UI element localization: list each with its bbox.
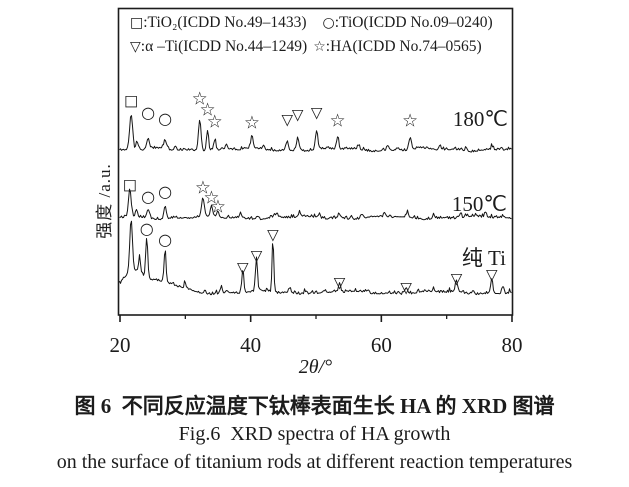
triangle-icon: ▽ bbox=[311, 103, 323, 121]
square-icon: □ bbox=[123, 175, 137, 193]
star-icon: ☆ bbox=[192, 88, 208, 109]
y-axis-label: 强度 /a.u. bbox=[95, 163, 114, 239]
star-icon: ☆ bbox=[203, 187, 219, 208]
circle-icon: ○ bbox=[141, 187, 155, 206]
triangle-icon: ▽ bbox=[400, 278, 412, 296]
star-icon: ☆ bbox=[402, 110, 418, 131]
circle-icon: ○ bbox=[158, 182, 172, 201]
legend-entry-tio2: □:TiO₂(ICDD No.49–1433) bbox=[130, 11, 307, 35]
legend-label-alpha-ti: :α –Ti(ICDD No.44–1249) bbox=[140, 38, 308, 55]
circle-icon: ○ bbox=[141, 103, 155, 122]
circle-icon: ○ bbox=[140, 219, 154, 238]
chart-legend: □:TiO₂(ICDD No.49–1433) ○:TiO(ICDD No.09… bbox=[130, 11, 493, 59]
x-tick-label: 80 bbox=[502, 333, 523, 357]
star-icon: ☆ bbox=[313, 39, 326, 55]
caption-en-line1: Fig.6 XRD spectra of HA growth bbox=[178, 423, 451, 445]
circle-icon: ○ bbox=[158, 230, 172, 249]
legend-label-ha: :HA(ICDD No.74–0565) bbox=[325, 38, 482, 55]
triangle-icon: ▽ bbox=[451, 269, 463, 287]
star-icon: ☆ bbox=[329, 110, 345, 131]
trace-label-pure-ti: 纯 Ti bbox=[462, 246, 506, 270]
triangle-icon: ▽ bbox=[237, 258, 249, 276]
square-icon: □ bbox=[124, 91, 138, 109]
triangle-icon: ▽ bbox=[251, 246, 263, 264]
legend-entry-ha: ☆:HA(ICDD No.74–0565) bbox=[313, 35, 481, 59]
circle-icon: ○ bbox=[322, 15, 335, 31]
trace-180c bbox=[119, 115, 512, 153]
triangle-icon: ▽ bbox=[292, 105, 304, 123]
x-tick-label: 40 bbox=[240, 333, 261, 357]
star-icon: ☆ bbox=[244, 112, 260, 133]
x-tick-label: 20 bbox=[110, 333, 131, 357]
triangle-icon: ▽ bbox=[334, 273, 346, 291]
legend-entry-alpha-ti: ▽:α –Ti(ICDD No.44–1249) bbox=[130, 35, 307, 59]
square-icon: □ bbox=[130, 15, 144, 31]
legend-label-tio: :TiO(ICDD No.09–0240) bbox=[334, 14, 493, 31]
triangle-icon: ▽ bbox=[486, 265, 498, 283]
trace-label-180c: 180℃ bbox=[453, 107, 508, 131]
triangle-icon: ▽ bbox=[267, 225, 279, 243]
x-axis-label: 2θ/° bbox=[298, 356, 333, 378]
trace-pure-ti bbox=[119, 220, 512, 296]
trace-150c bbox=[119, 188, 512, 221]
triangle-icon: ▽ bbox=[281, 110, 293, 128]
legend-row-2: ▽:α –Ti(ICDD No.44–1249) ☆:HA(ICDD No.74… bbox=[130, 35, 493, 59]
star-icon: ☆ bbox=[199, 99, 215, 120]
x-tick-label: 60 bbox=[371, 333, 392, 357]
triangle-icon: ▽ bbox=[130, 39, 141, 55]
trace-label-150c: 150℃ bbox=[452, 192, 507, 216]
star-icon: ☆ bbox=[195, 177, 211, 198]
xrd-plot: 20 40 60 80□○ ○☆☆☆ ☆ ▽▽ ▽ ☆ ☆ 180℃□○ ○ ☆☆☆ 150℃○○▽▽▽▽… bbox=[110, 7, 523, 357]
star-icon: ☆ bbox=[210, 196, 226, 217]
legend-label-tio2: :TiO₂(ICDD No.49–1433) bbox=[143, 14, 307, 31]
legend-row-1: □:TiO₂(ICDD No.49–1433) ○:TiO(ICDD No.09… bbox=[130, 11, 493, 35]
circle-icon: ○ bbox=[158, 109, 172, 128]
caption-en-line2: on the surface of titanium rods at diffe… bbox=[56, 451, 573, 473]
star-icon: ☆ bbox=[207, 111, 223, 132]
legend-entry-tio: ○:TiO(ICDD No.09–0240) bbox=[323, 11, 493, 35]
caption-zh: 图 6 不同反应温度下钛棒表面生长 HA 的 XRD 图谱 bbox=[74, 394, 555, 418]
